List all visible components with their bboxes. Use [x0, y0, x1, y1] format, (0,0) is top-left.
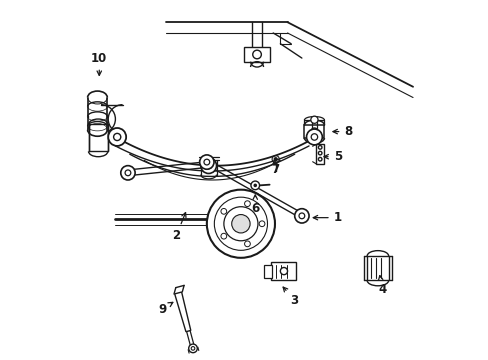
Circle shape: [199, 155, 214, 169]
Circle shape: [318, 151, 321, 155]
Circle shape: [201, 158, 216, 174]
Circle shape: [250, 181, 259, 190]
Circle shape: [280, 267, 287, 275]
Bar: [244, 47, 269, 62]
Text: 4: 4: [378, 275, 386, 296]
Circle shape: [113, 134, 121, 140]
Circle shape: [252, 50, 261, 59]
Circle shape: [125, 170, 131, 176]
Circle shape: [310, 134, 317, 140]
Circle shape: [214, 197, 267, 250]
Text: 9: 9: [158, 302, 172, 316]
Bar: [316, 144, 324, 164]
Bar: [271, 262, 296, 280]
Text: 8: 8: [332, 125, 352, 138]
Circle shape: [203, 159, 209, 165]
Circle shape: [310, 116, 317, 123]
Circle shape: [273, 157, 277, 161]
Text: 2: 2: [172, 212, 185, 242]
Circle shape: [191, 347, 194, 350]
Circle shape: [206, 190, 274, 258]
Text: 7: 7: [270, 159, 279, 176]
Bar: [88, 125, 108, 151]
Circle shape: [259, 221, 264, 226]
Circle shape: [294, 209, 308, 223]
Circle shape: [298, 213, 304, 219]
Circle shape: [224, 207, 258, 241]
Circle shape: [318, 157, 321, 161]
Circle shape: [231, 215, 249, 233]
Circle shape: [244, 241, 250, 247]
Bar: [366, 256, 388, 280]
Circle shape: [221, 233, 226, 239]
Bar: [264, 265, 271, 278]
Circle shape: [121, 166, 135, 180]
Text: 5: 5: [324, 150, 341, 163]
Text: 6: 6: [251, 195, 259, 215]
Circle shape: [188, 344, 197, 353]
Text: 3: 3: [283, 287, 298, 307]
Circle shape: [205, 162, 211, 169]
Circle shape: [253, 184, 257, 187]
Circle shape: [108, 128, 126, 146]
Circle shape: [310, 128, 317, 135]
Text: 10: 10: [91, 51, 107, 75]
Circle shape: [244, 201, 250, 207]
Circle shape: [221, 208, 226, 214]
Polygon shape: [174, 292, 190, 332]
Bar: [304, 125, 324, 138]
Circle shape: [318, 145, 321, 149]
Circle shape: [306, 129, 322, 145]
Text: 1: 1: [313, 211, 341, 224]
